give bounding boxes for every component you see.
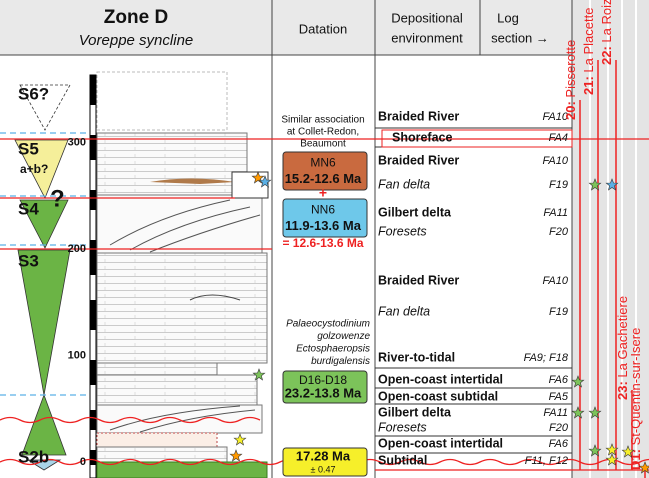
environment-code: FA4 [549, 132, 568, 144]
environment-header: environment [391, 30, 463, 45]
environment-name: Braided River [378, 109, 459, 123]
dinocyst-name: golzowenze [317, 331, 370, 342]
environment-header: Depositional [391, 10, 463, 25]
sequence-label: S6? [18, 84, 49, 103]
log-header: section → [491, 30, 549, 45]
datation-header: Datation [299, 21, 347, 36]
log [90, 72, 268, 478]
environment-name: River-to-tidal [378, 350, 455, 364]
date-box-label: MN6 [310, 156, 336, 170]
sequence-label: S3 [18, 251, 39, 270]
date-box-age: 23.2-13.8 Ma [285, 385, 362, 400]
locality-name: La Roize [599, 0, 614, 46]
sequence-label: S5 [18, 139, 39, 158]
sequence-sub: a+b? [20, 162, 48, 176]
environment-name: Subtidal [378, 453, 427, 467]
environment-code: FA10 [543, 275, 569, 287]
locality-name: St-Quentin-sur-Isere [628, 328, 643, 449]
scale-label: 100 [68, 349, 86, 361]
date-box-label: NN6 [311, 203, 335, 217]
sequence-label: S2b [18, 447, 49, 466]
locality-label: 22: La Roize [599, 0, 614, 65]
dinocyst-name: Palaeocystodinium [286, 319, 370, 330]
environment-name: Braided River [378, 273, 459, 287]
zone-title: Zone D [104, 7, 168, 28]
scale-label: 200 [68, 243, 86, 255]
locality-number: 20: [563, 101, 578, 120]
environment-code: FA5 [549, 391, 569, 403]
dinocyst-name: burdigalensis [311, 356, 370, 367]
dinocyst-name: Ectosphaeropsis [296, 344, 370, 355]
association-note: Similar association [281, 115, 364, 126]
environment-name: Open-coast intertidal [378, 436, 503, 450]
locality-label: 20: Pisserotte [563, 40, 578, 120]
syncline-title: Voreppe syncline [79, 32, 194, 49]
environment-name: Shoreface [392, 130, 452, 144]
association-note: Beaumont [300, 139, 346, 150]
log-header: Log [497, 10, 519, 25]
locality-label: 21: La Placette [581, 8, 596, 95]
environment-code: FA9; F18 [524, 352, 569, 364]
environment-code: F11, F12 [525, 455, 568, 467]
environment-name: Open-coast intertidal [378, 372, 503, 386]
date-box-age: 15.2-12.6 Ma [285, 171, 362, 186]
environment-name: Open-coast subtidal [378, 389, 498, 403]
environment-name: Gilbert delta [378, 405, 452, 419]
figure: Zone D Voreppe syncline Datation Deposit… [0, 0, 649, 478]
environment-code: FA10 [543, 155, 569, 167]
association-note: at Collet-Redon, [287, 127, 359, 138]
date-box-error: ± 0.47 [311, 464, 336, 474]
environment-code: F19 [549, 179, 568, 191]
locality-number: 22: [599, 46, 614, 65]
environment-code: F20 [549, 226, 569, 238]
locality-label: D1: St-Quentin-sur-Isere [628, 328, 643, 470]
environment-name: Braided River [378, 153, 459, 167]
scale-label: 0 [80, 456, 86, 468]
environment-code: F19 [549, 306, 568, 318]
environment-code: FA11 [543, 407, 568, 419]
scale-label: 300 [68, 136, 86, 148]
locality-number: 21: [581, 76, 596, 95]
environment-code: F20 [549, 422, 569, 434]
locality-name: La Placette [581, 8, 596, 77]
environment-name: Fan delta [378, 177, 430, 191]
locality-name: Pisserotte [563, 40, 578, 101]
date-box-age: 11.9-13.6 Ma [285, 218, 362, 233]
environment-code: FA6 [549, 374, 569, 386]
environment-code: FA11 [543, 207, 568, 219]
environment-name: Foresets [378, 224, 427, 238]
date-box-age: 17.28 Ma [296, 448, 351, 463]
environment-name: Fan delta [378, 304, 430, 318]
plus-sign: + [319, 185, 327, 201]
question-mark: ? [50, 185, 65, 212]
sequence-label: S4 [18, 199, 39, 218]
environment-name: Foresets [378, 420, 427, 434]
environment-code: FA6 [549, 438, 569, 450]
combined-age: = 12.6-13.6 Ma [282, 236, 363, 250]
environment-name: Gilbert delta [378, 205, 452, 219]
